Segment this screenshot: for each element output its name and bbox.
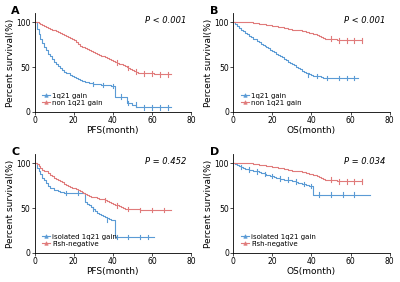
Text: P < 0.001: P < 0.001 xyxy=(344,16,385,25)
Legend: 1q21 gain, non 1q21 gain: 1q21 gain, non 1q21 gain xyxy=(41,92,104,106)
Text: P = 0.452: P = 0.452 xyxy=(145,157,186,166)
Y-axis label: Percent survival(%): Percent survival(%) xyxy=(204,160,213,248)
X-axis label: OS(month): OS(month) xyxy=(287,267,336,276)
Text: P = 0.034: P = 0.034 xyxy=(344,157,385,166)
Text: D: D xyxy=(210,147,219,157)
Y-axis label: Percent survival(%): Percent survival(%) xyxy=(6,19,14,107)
Y-axis label: Percent survival(%): Percent survival(%) xyxy=(6,160,14,248)
Text: B: B xyxy=(210,6,218,16)
X-axis label: PFS(month): PFS(month) xyxy=(86,267,139,276)
Text: A: A xyxy=(11,6,20,16)
Text: P < 0.001: P < 0.001 xyxy=(145,16,186,25)
Legend: 1q21 gain, non 1q21 gain: 1q21 gain, non 1q21 gain xyxy=(240,92,302,106)
Legend: isolated 1q21 gain, Fish-negative: isolated 1q21 gain, Fish-negative xyxy=(240,233,316,247)
X-axis label: OS(month): OS(month) xyxy=(287,126,336,135)
Y-axis label: Percent survival(%): Percent survival(%) xyxy=(204,19,213,107)
Text: C: C xyxy=(11,147,19,157)
Legend: isolated 1q21 gain, Fish-negative: isolated 1q21 gain, Fish-negative xyxy=(41,233,118,247)
X-axis label: PFS(month): PFS(month) xyxy=(86,126,139,135)
